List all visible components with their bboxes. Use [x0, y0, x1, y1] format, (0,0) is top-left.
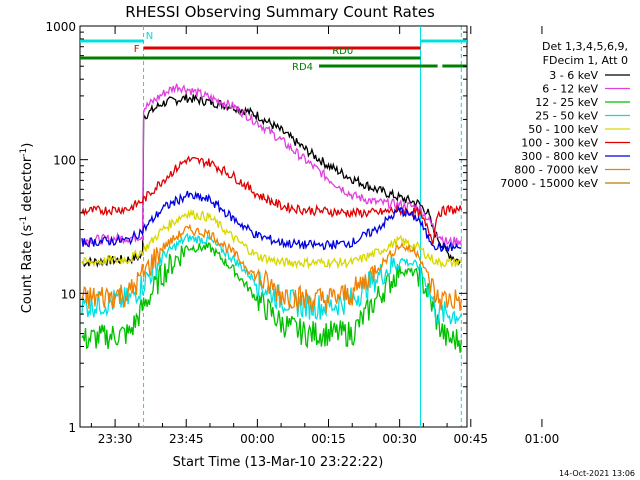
legend-entry-label: 800 - 7000 keV	[514, 164, 598, 177]
legend-entry-label: 3 - 6 keV	[549, 69, 598, 82]
x-tick-label: 23:30	[98, 432, 133, 446]
legend-entry-label: 7000 - 15000 keV	[500, 177, 598, 190]
annotation-label: N	[146, 31, 153, 42]
annotation-label: F	[134, 44, 140, 55]
legend-entry-label: 6 - 12 keV	[542, 83, 598, 96]
timestamp: 14-Oct-2021 13:06	[559, 469, 635, 478]
y-axis-label-mid: detector	[20, 156, 35, 216]
series-line	[81, 190, 462, 253]
legend: Det 1,3,4,5,6,9, FDecim 1, Att 0 3 - 6 k…	[500, 40, 630, 190]
x-tick-label: 00:30	[382, 432, 417, 446]
x-tick-label: 01:00	[525, 432, 560, 446]
legend-header-line-1: Det 1,3,4,5,6,9,	[542, 40, 628, 53]
x-axis-label: Start Time (13-Mar-10 23:22:22)	[173, 455, 384, 470]
y-axis-label-end: )	[20, 143, 35, 148]
axis-layer: 23:30 23:45 00:00 00:15 00:30 00:45 01:00 1 10 10…	[45, 20, 559, 446]
annotation-label: RD0	[332, 46, 353, 57]
y-tick-label: 1000	[45, 20, 76, 34]
annotation-label: RD4	[292, 62, 313, 73]
x-tick-label: 00:15	[311, 432, 346, 446]
series-line	[81, 208, 462, 270]
x-tick-label: 00:45	[453, 432, 488, 446]
legend-header-line-2: FDecim 1, Att 0	[543, 54, 628, 67]
y-axis-label-main: Count Rate (s	[20, 225, 35, 314]
plot-frame	[79, 25, 468, 428]
legend-entry-label: 300 - 800 keV	[521, 150, 598, 163]
series-layer	[81, 83, 462, 353]
x-tick-label: 00:00	[240, 432, 275, 446]
series-line	[81, 83, 462, 246]
y-tick-label: 10	[61, 287, 76, 301]
series-line	[81, 232, 462, 325]
chart-title: RHESSI Observing Summary Count Rates	[125, 3, 435, 21]
series-line	[81, 223, 462, 313]
series-line	[81, 242, 462, 353]
annotation-layer: NF RD0 RD4	[80, 26, 467, 427]
y-tick-label: 1	[68, 421, 76, 435]
y-axis-label-exp1: -1	[19, 216, 29, 225]
legend-entry-label: 25 - 50 keV	[535, 110, 598, 123]
y-tick-label: 100	[53, 154, 76, 168]
legend-entry-label: 12 - 25 keV	[535, 96, 598, 109]
x-tick-label: 23:45	[169, 432, 204, 446]
y-axis-label: Count Rate (s-1 detector-1)	[19, 143, 35, 314]
legend-entry-label: 50 - 100 keV	[528, 123, 598, 136]
legend-entry-label: 100 - 300 keV	[521, 137, 598, 150]
y-axis-label-exp2: -1	[19, 148, 29, 157]
series-line	[81, 155, 462, 245]
